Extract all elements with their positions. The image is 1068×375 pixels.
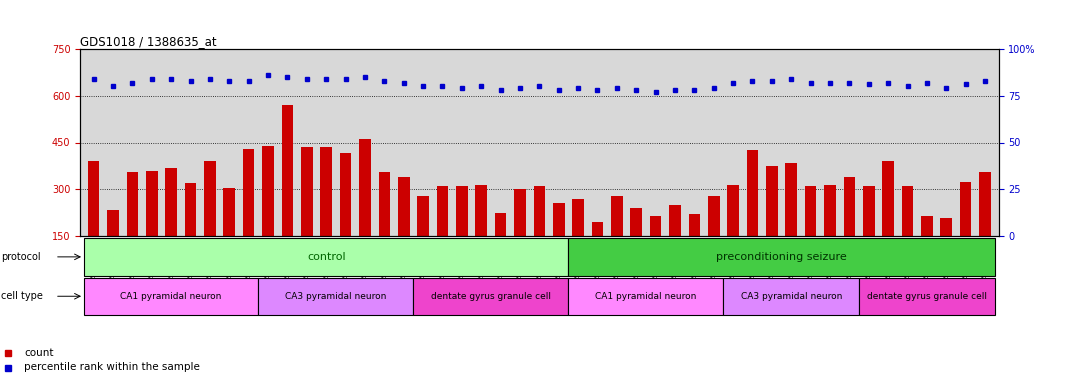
Bar [844,177,855,236]
Text: cell type: cell type [1,291,43,301]
Bar [242,149,254,236]
Bar [723,278,859,315]
Bar [747,150,758,236]
Text: CA3 pyramidal neuron: CA3 pyramidal neuron [285,292,387,301]
Bar [727,185,739,236]
Bar [146,171,158,236]
Bar [708,196,720,236]
Bar [805,186,816,236]
Text: dentate gyrus granule cell: dentate gyrus granule cell [430,292,551,301]
Bar [592,222,603,236]
Bar [572,199,584,236]
Bar [766,166,778,236]
Bar [882,161,894,236]
Text: CA1 pyramidal neuron: CA1 pyramidal neuron [595,292,696,301]
Text: count: count [25,348,53,357]
Bar [107,210,119,236]
Text: percentile rank within the sample: percentile rank within the sample [25,363,200,372]
Bar [84,278,258,315]
Bar [413,278,568,315]
Bar [301,147,313,236]
Bar [340,153,351,236]
Bar [398,177,409,236]
Bar [475,185,487,236]
Text: control: control [307,252,346,262]
Bar [166,168,177,236]
Bar [921,216,932,236]
Bar [611,196,623,236]
Bar [785,163,797,236]
Bar [88,161,99,236]
Bar [824,185,836,236]
Text: GDS1018 / 1388635_at: GDS1018 / 1388635_at [80,34,217,48]
Bar [553,203,565,236]
Bar [320,147,332,236]
Text: protocol: protocol [1,252,41,262]
Bar [127,172,138,236]
Bar [670,205,680,236]
Bar [630,208,642,236]
Bar [534,186,545,236]
Bar [437,186,449,236]
Text: CA1 pyramidal neuron: CA1 pyramidal neuron [121,292,222,301]
Bar [859,278,994,315]
Bar [979,172,991,236]
Bar [282,105,294,236]
Text: preconditioning seizure: preconditioning seizure [717,252,847,262]
Bar [84,238,568,276]
Bar [359,140,371,236]
Bar [568,238,994,276]
Bar [960,182,972,236]
Bar [258,278,413,315]
Bar [649,216,661,236]
Bar [568,278,723,315]
Bar [456,186,468,236]
Bar [901,186,913,236]
Bar [204,161,216,236]
Bar [689,214,701,236]
Bar [418,196,429,236]
Text: CA3 pyramidal neuron: CA3 pyramidal neuron [740,292,842,301]
Bar [185,183,197,236]
Bar [263,146,273,236]
Text: dentate gyrus granule cell: dentate gyrus granule cell [867,292,987,301]
Bar [863,186,875,236]
Bar [223,188,235,236]
Bar [941,217,952,236]
Bar [514,189,525,236]
Bar [494,213,506,236]
Bar [378,172,390,236]
